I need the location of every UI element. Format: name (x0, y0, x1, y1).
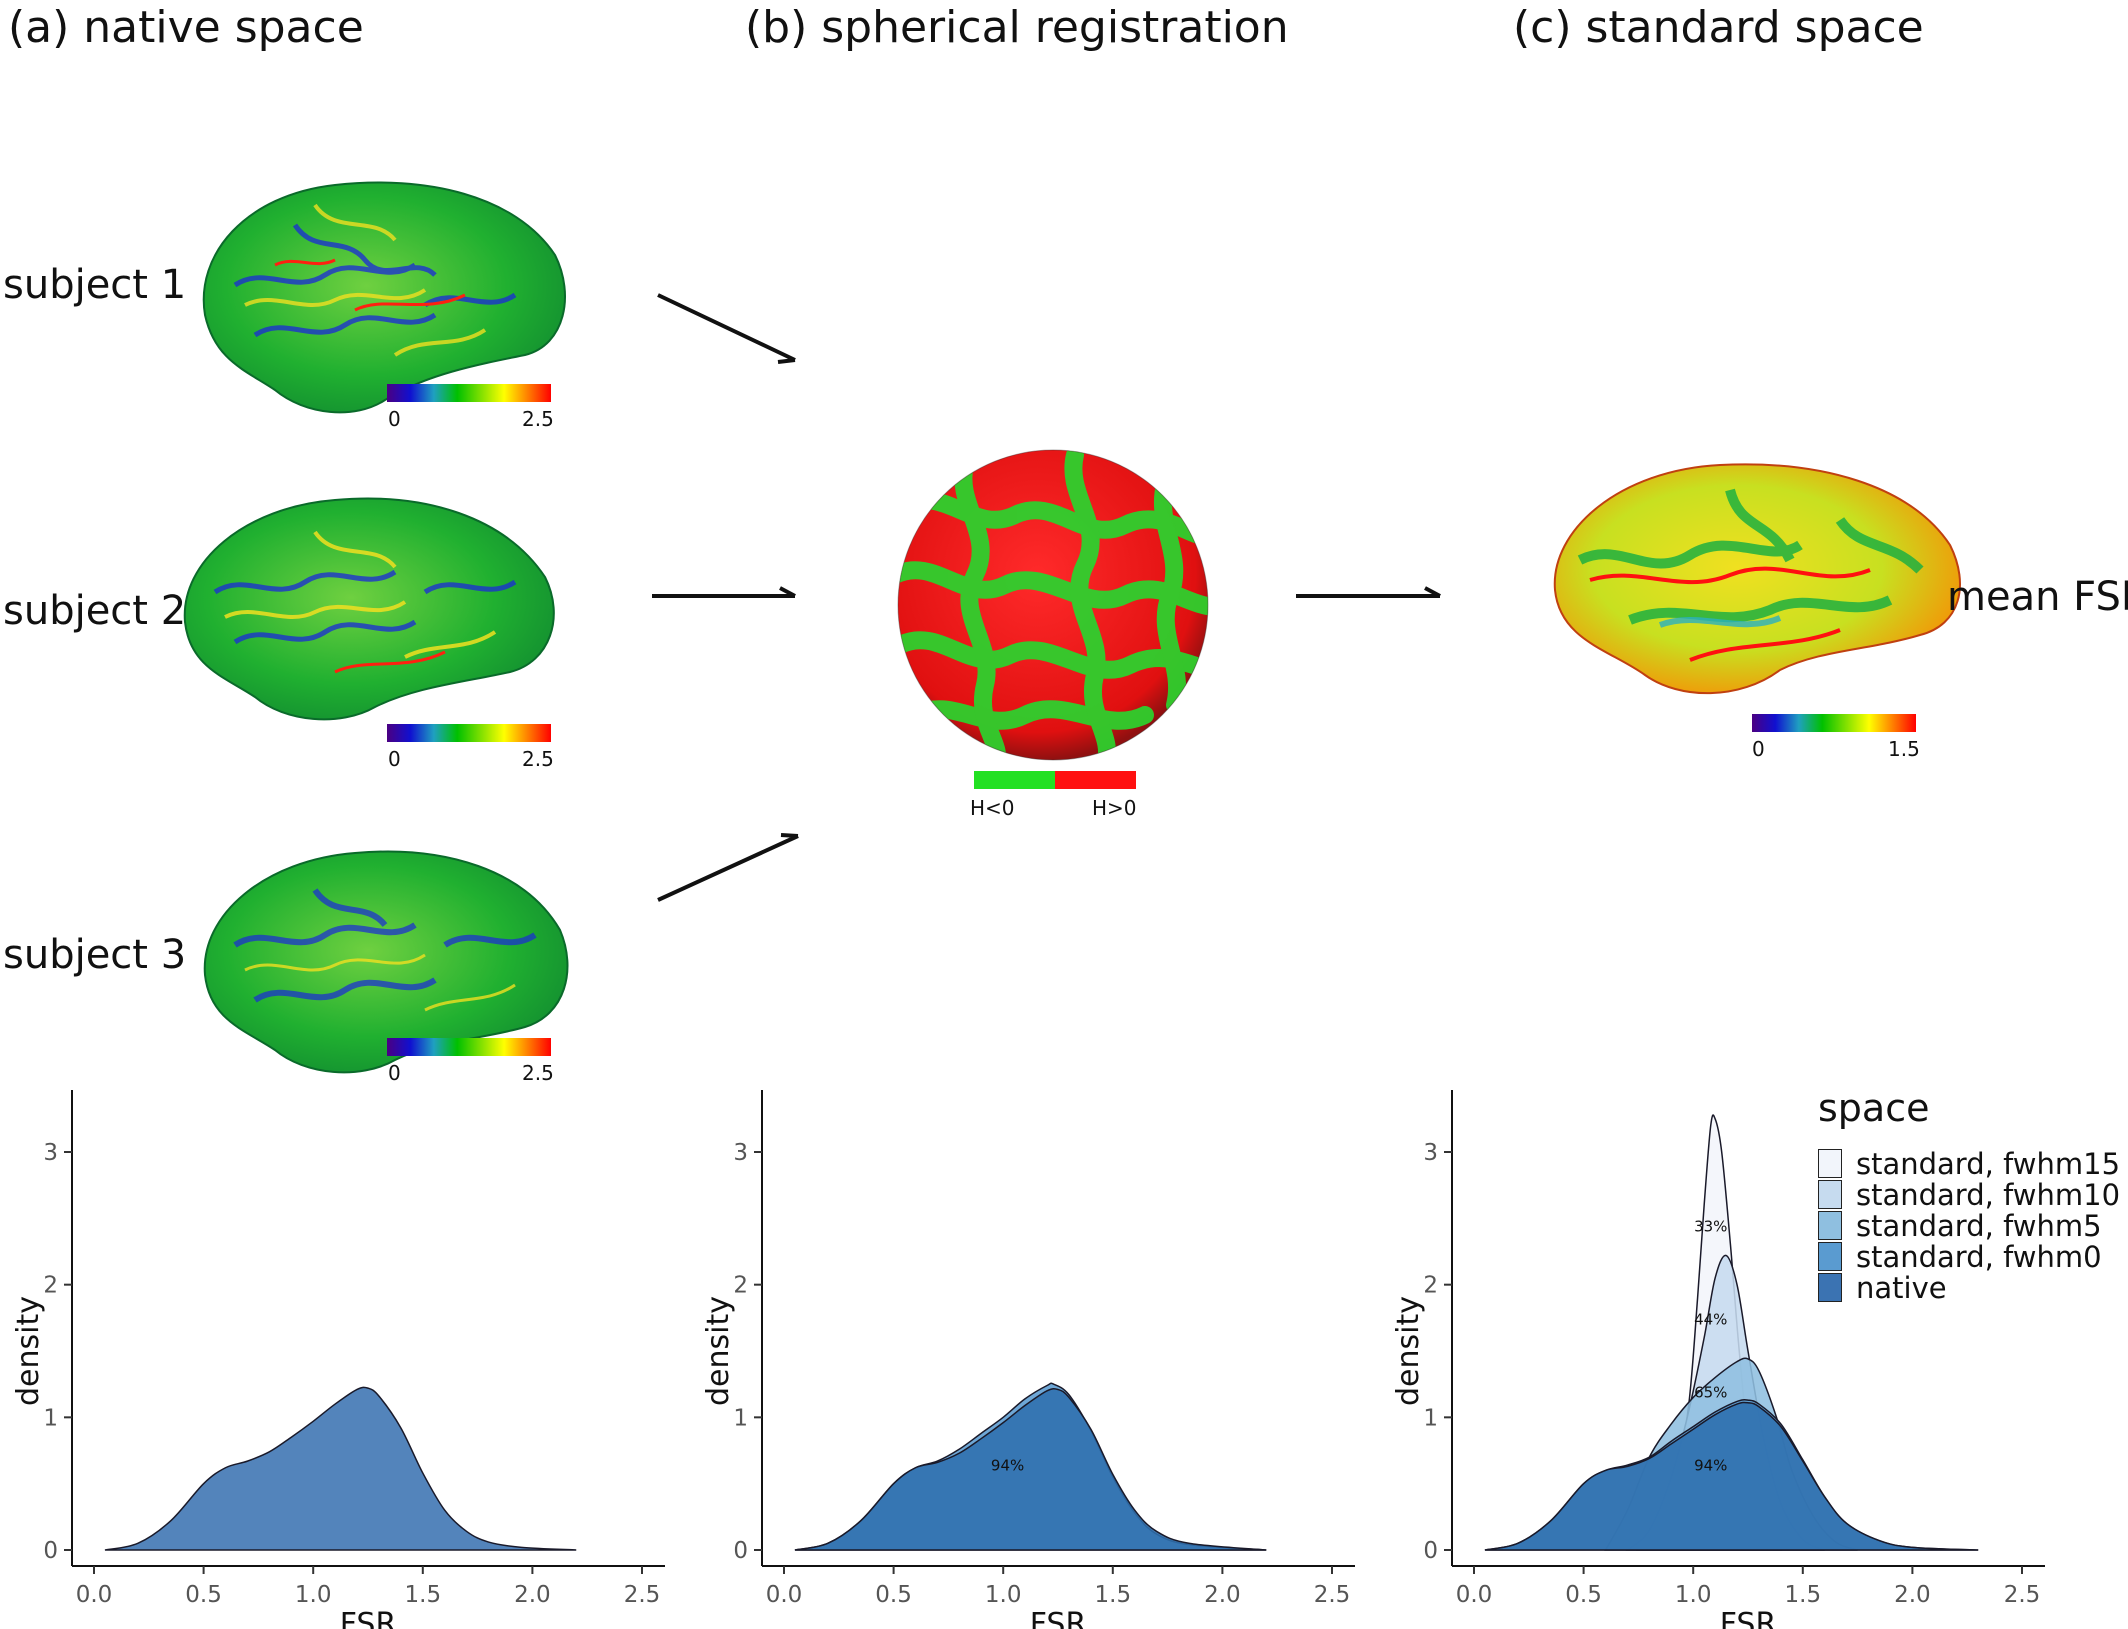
subject-3-label: subject 3 (3, 932, 187, 978)
brain-subject-2 (183, 497, 555, 721)
x-tick-label: 2.0 (1894, 1582, 1931, 1608)
brain-mean-fsr (1553, 463, 1961, 695)
area-percent-label: 44% (1694, 1310, 1727, 1328)
x-tick-label: 1.0 (1675, 1582, 1712, 1608)
colorbar-mean-min: 0 (1752, 737, 1765, 761)
legend-swatch (1818, 1242, 1842, 1271)
colorbar-mean (1752, 714, 1916, 732)
y-tick-label: 2 (733, 1273, 748, 1299)
area-percent-label: 94% (991, 1456, 1024, 1474)
y-tick-label: 1 (1423, 1405, 1438, 1431)
y-tick-label: 0 (1423, 1538, 1438, 1564)
legend-label: standard, fwhm10 (1856, 1177, 2121, 1212)
colorbar-subject-1-min: 0 (388, 407, 401, 431)
colorbar-subject-3-max: 2.5 (522, 1061, 554, 1085)
density-chart-registration: 0.0 0.5 1.0 1.5 2.0 2.5 0 1 2 3 FSR density 94% (701, 1090, 1355, 1629)
x-tick-label: 2.5 (1314, 1582, 1351, 1608)
y-tick-label: 3 (43, 1140, 58, 1166)
x-tick-label: 0.0 (1456, 1582, 1493, 1608)
density-chart-native: 0.0 0.5 1.0 1.5 2.0 2.5 0 1 2 3 FSR density (11, 1090, 665, 1629)
x-axis-label: FSR (1030, 1607, 1087, 1629)
panel-b-title: (b) spherical registration (745, 2, 1289, 53)
arrow-subject-2 (652, 586, 796, 598)
legend-label: standard, fwhm0 (1856, 1239, 2102, 1274)
colorbar-subject-3 (387, 1038, 551, 1056)
legend-swatch (1818, 1211, 1842, 1240)
x-tick-label: 0.0 (76, 1582, 113, 1608)
arrow-to-standard (1296, 586, 1441, 598)
x-tick-label: 1.5 (1785, 1582, 1822, 1608)
legend-swatch (1818, 1180, 1842, 1209)
legend-item: native (1818, 1270, 2120, 1305)
legend-swatch (1818, 1273, 1842, 1302)
x-tick-label: 1.0 (295, 1582, 332, 1608)
arrow-subject-1 (657, 293, 796, 364)
area-percent-label: 94% (1694, 1456, 1727, 1474)
colorbar-subject-3-min: 0 (388, 1061, 401, 1085)
colorbar-subject-2 (387, 724, 551, 742)
y-tick-label: 1 (733, 1405, 748, 1431)
legend-label: standard, fwhm5 (1856, 1208, 2102, 1243)
legend-label: standard, fwhm15 (1856, 1146, 2121, 1181)
x-tick-label: 1.5 (1095, 1582, 1132, 1608)
x-tick-label: 2.5 (2004, 1582, 2041, 1608)
panel-c-title: (c) standard space (1513, 2, 1924, 53)
density-chart-standard: 0.0 0.5 1.0 1.5 2.0 2.5 0 1 2 3 FSR density 33% 44% 65… (1391, 1090, 2045, 1629)
legend: standard, fwhm15 standard, fwhm10 standard… (1818, 1146, 2121, 1305)
x-tick-label: 2.5 (624, 1582, 661, 1608)
legend-swatch (1818, 1149, 1842, 1178)
y-tick-label: 3 (733, 1140, 748, 1166)
brain-subject-1 (202, 181, 566, 414)
legend-item: standard, fwhm10 (1818, 1177, 2121, 1212)
y-axis-label: density (701, 1296, 736, 1406)
x-axis-label: FSR (340, 1607, 397, 1629)
panel-a-title: (a) native space (8, 2, 364, 53)
colorbar-mean-max: 1.5 (1888, 737, 1920, 761)
x-tick-label: 0.5 (1565, 1582, 1602, 1608)
arrow-subject-3 (657, 833, 799, 902)
colorbar-subject-2-min: 0 (388, 747, 401, 771)
x-tick-label: 0.5 (875, 1582, 912, 1608)
colorbar-subject-2-max: 2.5 (522, 747, 554, 771)
legend-item: standard, fwhm0 (1818, 1239, 2120, 1274)
x-tick-label: 2.0 (1204, 1582, 1241, 1608)
mean-fsr-label: mean FSR (1947, 574, 2128, 620)
y-tick-label: 1 (43, 1405, 58, 1431)
area-percent-label: 65% (1694, 1383, 1727, 1401)
y-tick-label: 2 (43, 1273, 58, 1299)
sphere-legend-pos-swatch (1055, 771, 1136, 789)
density-area (104, 1386, 577, 1551)
x-tick-label: 0.5 (185, 1582, 222, 1608)
y-axis-label: density (11, 1296, 46, 1406)
x-tick-label: 2.0 (514, 1582, 551, 1608)
registration-sphere (897, 449, 1209, 761)
colorbar-subject-1 (387, 384, 551, 402)
area-percent-label: 33% (1694, 1218, 1727, 1236)
brain-subject-3 (203, 850, 569, 1074)
legend-item: standard, fwhm5 (1818, 1208, 2120, 1243)
density-area (794, 1387, 1267, 1551)
y-axis-label: density (1391, 1296, 1426, 1406)
legend-item: standard, fwhm15 (1818, 1146, 2121, 1181)
x-tick-label: 1.0 (985, 1582, 1022, 1608)
sphere-legend-pos-label: H>0 (1092, 796, 1137, 820)
y-tick-label: 0 (43, 1538, 58, 1564)
y-tick-label: 2 (1423, 1273, 1438, 1299)
sphere-legend-neg-swatch (974, 771, 1055, 789)
legend-title: space (1818, 1086, 1930, 1130)
x-axis-label: FSR (1720, 1607, 1777, 1629)
x-tick-label: 0.0 (766, 1582, 803, 1608)
colorbar-subject-1-max: 2.5 (522, 407, 554, 431)
subject-2-label: subject 2 (3, 588, 187, 634)
sphere-legend-neg-label: H<0 (970, 796, 1015, 820)
subject-1-label: subject 1 (3, 262, 187, 308)
legend-label: native (1856, 1270, 1947, 1305)
y-tick-label: 3 (1423, 1140, 1438, 1166)
y-tick-label: 0 (733, 1538, 748, 1564)
x-tick-label: 1.5 (405, 1582, 442, 1608)
density-area (1484, 1401, 1979, 1551)
